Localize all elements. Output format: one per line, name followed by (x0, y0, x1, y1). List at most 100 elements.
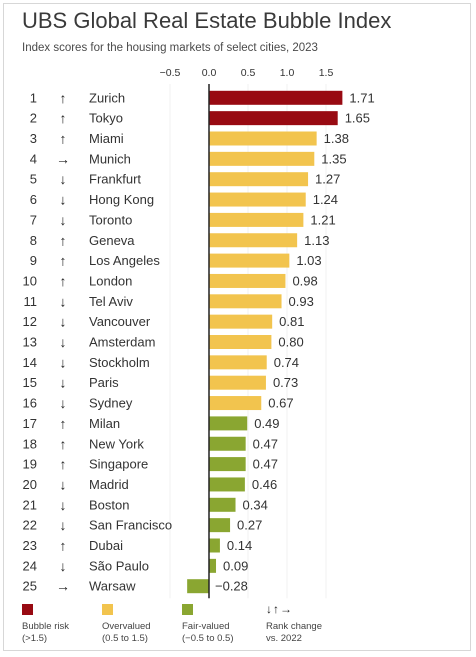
down-arrow-icon: ↓ (60, 314, 67, 330)
value-label: 0.27 (237, 518, 262, 533)
bar-zurich (209, 90, 343, 105)
value-label: 1.24 (313, 192, 338, 207)
up-arrow-icon: ↑ (60, 110, 67, 126)
value-label: 0.93 (289, 294, 314, 309)
value-label: 1.27 (315, 172, 340, 187)
bar-madrid (209, 477, 245, 492)
city-label: London (89, 273, 132, 288)
down-arrow-icon: ↓ (60, 192, 67, 208)
down-arrow-icon: ↓ (60, 212, 67, 228)
up-arrow-icon: ↑ (60, 131, 67, 147)
bar-miami (209, 131, 317, 146)
bar-london (209, 273, 286, 288)
value-label: 0.14 (227, 538, 252, 553)
value-label: 0.81 (279, 314, 304, 329)
city-label: Milan (89, 416, 120, 431)
city-label: Amsterdam (89, 335, 155, 350)
city-label: Paris (89, 375, 119, 390)
city-label: Miami (89, 131, 124, 146)
value-label: 0.73 (273, 375, 298, 390)
bar-stockholm (209, 355, 267, 370)
city-label: New York (89, 436, 144, 451)
bar-san-francisco (209, 518, 231, 533)
up-arrow-icon: ↑ (60, 456, 67, 472)
rank-number: 20 (23, 477, 37, 492)
bar-milan (209, 416, 248, 431)
bar-warsaw (187, 579, 209, 594)
value-label: 1.21 (310, 212, 335, 227)
city-label: Munich (89, 151, 131, 166)
rank-number: 23 (23, 538, 37, 553)
rank-number: 2 (30, 111, 37, 126)
bar-singapore (209, 457, 246, 472)
rank-number: 14 (23, 355, 37, 370)
rank-number: 9 (30, 253, 37, 268)
right-arrow-icon: → (56, 578, 70, 594)
city-label: São Paulo (89, 558, 149, 573)
rank-number: 24 (23, 558, 37, 573)
bar-geneva (209, 233, 298, 248)
city-label: Vancouver (89, 314, 151, 329)
city-label: Zurich (89, 90, 125, 105)
rank-number: 22 (23, 518, 37, 533)
down-arrow-icon: ↓ (60, 395, 67, 411)
bar-tel-aviv (209, 294, 282, 309)
value-label: 1.65 (345, 111, 370, 126)
up-arrow-icon: ↑ (60, 253, 67, 269)
x-tick-label: 1.5 (319, 67, 334, 79)
bar-hong-kong (209, 192, 306, 207)
rank-change-arrows-icon: ↓↑→ (266, 602, 293, 616)
value-label: 1.38 (324, 131, 349, 146)
bar-sydney (209, 396, 262, 411)
bar-new-york (209, 436, 246, 451)
rank-number: 1 (30, 90, 37, 105)
city-label: San Francisco (89, 518, 172, 533)
rank-number: 21 (23, 497, 37, 512)
rank-number: 17 (23, 416, 37, 431)
legend-label-overvalued-line2: (0.5 to 1.5) (102, 633, 148, 644)
legend-label-overvalued-line1: Overvalued (102, 621, 151, 632)
legend-label-bubble-line2: (>1.5) (22, 633, 48, 644)
bar-frankfurt (209, 172, 309, 187)
rank-number: 25 (23, 579, 37, 594)
down-arrow-icon: ↓ (60, 354, 67, 370)
legend-swatch-fair (182, 604, 193, 615)
city-label: Tel Aviv (89, 294, 133, 309)
legend-item-rank-change: ↓↑→ Rank change vs. 2022 (266, 602, 322, 645)
city-label: Stockholm (89, 355, 150, 370)
city-label: Warsaw (89, 579, 136, 594)
legend-label-bubble-line1: Bubble risk (22, 621, 69, 632)
up-arrow-icon: ↑ (60, 232, 67, 248)
bar-s-o-paulo (209, 558, 217, 573)
chart-frame (3, 3, 471, 651)
rank-number: 12 (23, 314, 37, 329)
legend-label-rank-change-line1: Rank change (266, 621, 322, 632)
city-label: Singapore (89, 457, 148, 472)
rank-number: 8 (30, 233, 37, 248)
legend-label-fair-line2: (−0.5 to 0.5) (182, 633, 234, 644)
right-arrow-icon: → (56, 151, 70, 167)
down-arrow-icon: ↓ (60, 497, 67, 513)
rank-number: 5 (30, 172, 37, 187)
city-label: Tokyo (89, 111, 123, 126)
rank-number: 18 (23, 436, 37, 451)
value-label: 0.47 (253, 457, 278, 472)
rank-number: 3 (30, 131, 37, 146)
bar-toronto (209, 212, 304, 227)
value-label: 0.34 (243, 497, 268, 512)
legend-item-fair: Fair-valued (−0.5 to 0.5) (182, 604, 234, 645)
down-arrow-icon: ↓ (60, 476, 67, 492)
down-arrow-icon: ↓ (60, 558, 67, 574)
x-tick-label: −0.5 (160, 67, 181, 79)
value-label: 0.46 (252, 477, 277, 492)
city-label: Dubai (89, 538, 123, 553)
down-arrow-icon: ↓ (60, 334, 67, 350)
x-tick-label: 0.5 (241, 67, 256, 79)
up-arrow-icon: ↑ (60, 436, 67, 452)
legend: Bubble risk (>1.5) Overvalued (0.5 to 1.… (22, 602, 462, 654)
value-label: 0.80 (278, 335, 303, 350)
up-arrow-icon: ↑ (60, 90, 67, 106)
up-arrow-icon: ↑ (60, 538, 67, 554)
legend-label-rank-change-line2: vs. 2022 (266, 633, 302, 644)
value-label: 1.35 (321, 151, 346, 166)
